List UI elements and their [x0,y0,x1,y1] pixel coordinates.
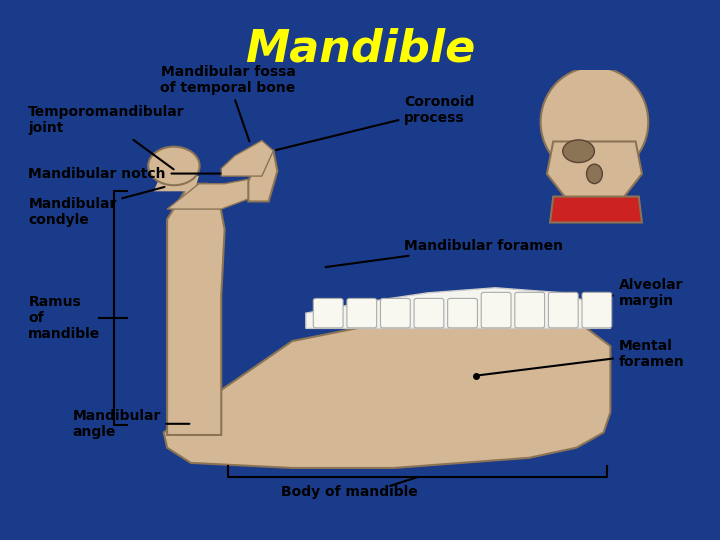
Polygon shape [550,197,642,222]
Polygon shape [167,184,225,435]
FancyBboxPatch shape [549,292,578,328]
Text: Mandibular fossa
of temporal bone: Mandibular fossa of temporal bone [161,65,296,141]
Polygon shape [547,141,642,206]
FancyBboxPatch shape [347,299,377,328]
Polygon shape [153,176,199,191]
Text: Mandibular
condyle: Mandibular condyle [28,187,164,227]
Text: Coronoid
process: Coronoid process [276,95,474,150]
FancyBboxPatch shape [515,292,544,328]
FancyBboxPatch shape [481,292,511,328]
FancyBboxPatch shape [313,299,343,328]
Ellipse shape [563,140,595,163]
Circle shape [148,147,199,185]
Polygon shape [306,288,611,328]
Polygon shape [163,310,611,468]
Text: Temporomandibular
joint: Temporomandibular joint [28,105,185,170]
Text: Mandibular notch: Mandibular notch [28,166,220,180]
FancyBboxPatch shape [380,299,410,328]
Text: Alveolar
margin: Alveolar margin [582,278,683,308]
Polygon shape [248,151,277,201]
FancyBboxPatch shape [448,299,477,328]
Polygon shape [167,179,265,209]
Ellipse shape [587,164,603,184]
Text: Mental
foramen: Mental foramen [480,339,684,375]
Text: Mandibular
angle: Mandibular angle [72,409,189,439]
FancyBboxPatch shape [582,292,612,328]
Text: Body of mandible: Body of mandible [282,485,418,500]
Text: Ramus
of
mandible: Ramus of mandible [28,295,101,341]
Polygon shape [221,140,274,176]
Circle shape [541,67,648,177]
Text: Mandible: Mandible [245,28,475,71]
FancyBboxPatch shape [414,299,444,328]
Text: Mandibular foramen: Mandibular foramen [325,239,563,267]
